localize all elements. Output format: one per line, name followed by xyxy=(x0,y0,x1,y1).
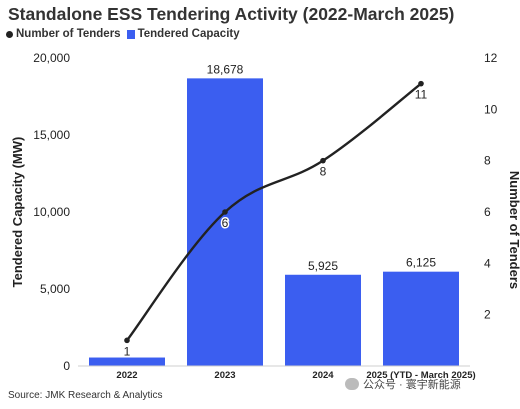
tenders-point xyxy=(222,209,228,215)
tenders-value-label: 11 xyxy=(415,88,428,102)
legend-label-capacity: Tendered Capacity xyxy=(137,28,240,40)
tenders-point xyxy=(418,80,424,87)
x-tick-label: 2022 xyxy=(116,370,137,381)
wechat-icon xyxy=(345,378,359,390)
bar-value-label: 18,678 xyxy=(207,62,244,76)
tenders-value-label: 1 xyxy=(124,344,131,358)
legend: Number of Tenders Tendered Capacity xyxy=(6,28,240,40)
left-tick-label: 15,000 xyxy=(33,128,70,142)
legend-item-capacity: Tendered Capacity xyxy=(126,28,240,40)
x-tick-label: 2025 (YTD - March 2025) xyxy=(366,370,475,381)
left-tick-label: 0 xyxy=(63,359,70,373)
bar-2023 xyxy=(187,78,263,367)
tenders-line-layer: 1 6 8 11 xyxy=(122,80,429,360)
left-axis-title: Tendered Capacity (MW) xyxy=(10,137,25,288)
watermark: 公众号 · 寰宇新能源 xyxy=(345,376,461,392)
bar-value-label: 5,925 xyxy=(308,259,338,273)
left-tick-label: 20,000 xyxy=(33,51,70,65)
left-tick-label: 10,000 xyxy=(33,205,70,219)
left-tick-label: 5,000 xyxy=(40,282,70,296)
right-tick-label: 6 xyxy=(484,205,491,219)
x-tick-label: 2023 xyxy=(214,370,235,381)
legend-item-tenders: Number of Tenders xyxy=(6,28,121,40)
bar-2024 xyxy=(285,274,361,366)
right-axis-title: Number of Tenders xyxy=(507,171,520,289)
tenders-point xyxy=(124,337,130,344)
watermark-text: 公众号 · 寰宇新能源 xyxy=(363,379,461,391)
bar-2022 xyxy=(89,357,165,366)
tenders-point xyxy=(320,157,326,164)
left-axis: 0 5,000 10,000 15,000 20,000 Tendered Capacit… xyxy=(10,51,70,373)
right-tick-label: 12 xyxy=(484,51,498,65)
tenders-value-label: 8 xyxy=(320,165,327,179)
legend-swatch-tenders xyxy=(6,30,13,38)
tenders-line xyxy=(126,82,422,342)
right-tick-label: 10 xyxy=(484,102,498,116)
right-tick-label: 2 xyxy=(484,308,491,322)
legend-label-tenders: Number of Tenders xyxy=(16,28,121,40)
right-tick-label: 8 xyxy=(484,154,491,168)
bar-labels: 18,678 5,925 6,125 xyxy=(207,62,437,272)
bar-value-label: 6,125 xyxy=(406,256,436,270)
legend-swatch-capacity xyxy=(126,29,135,39)
chart-title: Standalone ESS Tendering Activity (2022-… xyxy=(8,4,455,24)
bars xyxy=(89,78,459,367)
source-note: Source: JMK Research & Analytics xyxy=(8,390,163,401)
bar-2025 xyxy=(383,271,459,366)
right-tick-label: 4 xyxy=(484,256,491,270)
x-axis: 2022 2023 2024 2025 (YTD - March 2025) xyxy=(78,365,476,381)
tenders-value-label: 6 xyxy=(222,216,229,230)
right-axis: 2 4 6 8 10 12 Number of Tenders xyxy=(484,51,520,322)
x-tick-label: 2024 xyxy=(312,370,334,381)
